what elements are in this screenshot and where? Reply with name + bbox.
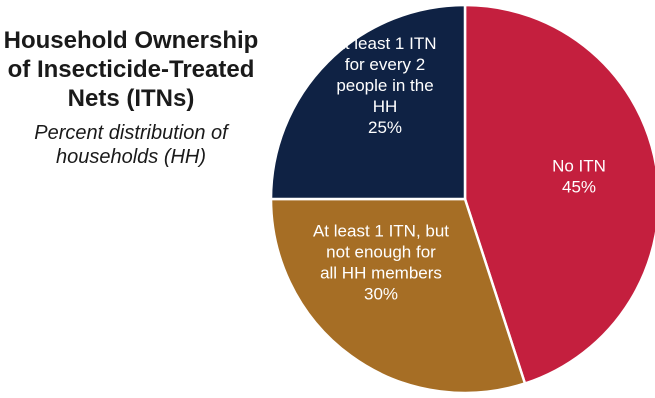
slice-value-label: 45% — [562, 178, 596, 197]
slice-label-not-enough-itn: At least 1 ITN, but not enough for all HH … — [313, 222, 449, 304]
slice-label-no-itn: No ITN 45% — [552, 157, 606, 197]
slice-label-line: At least 1 ITN, but — [313, 222, 449, 241]
slice-value-label: 25% — [368, 118, 402, 137]
slice-label-line: not enough for — [326, 243, 436, 262]
pie-slice-enough-itn — [269, 3, 467, 201]
pie-slice-not-enough-itn — [269, 197, 527, 395]
slice-label-line: No ITN — [552, 157, 606, 176]
chart-title: Household Ownership of Insecticide-Treat… — [3, 27, 259, 112]
chart-subtitle: Percent distribution of households (HH) — [34, 122, 228, 168]
slice-label-line: for every 2 — [345, 55, 425, 74]
pie-slice-no-itn — [463, 3, 655, 385]
slice-label-line: all HH members — [320, 264, 442, 283]
slice-label-enough-itn: At least 1 ITN for every 2 people in the HH… — [334, 34, 437, 137]
slice-label-line: HH — [373, 97, 398, 116]
title-block: Household Ownership of Insecticide-Treat… — [0, 26, 262, 169]
slice-value-label: 30% — [364, 285, 398, 304]
slice-label-line: people in the — [336, 76, 433, 95]
slice-label-line: At least 1 ITN — [334, 34, 437, 53]
